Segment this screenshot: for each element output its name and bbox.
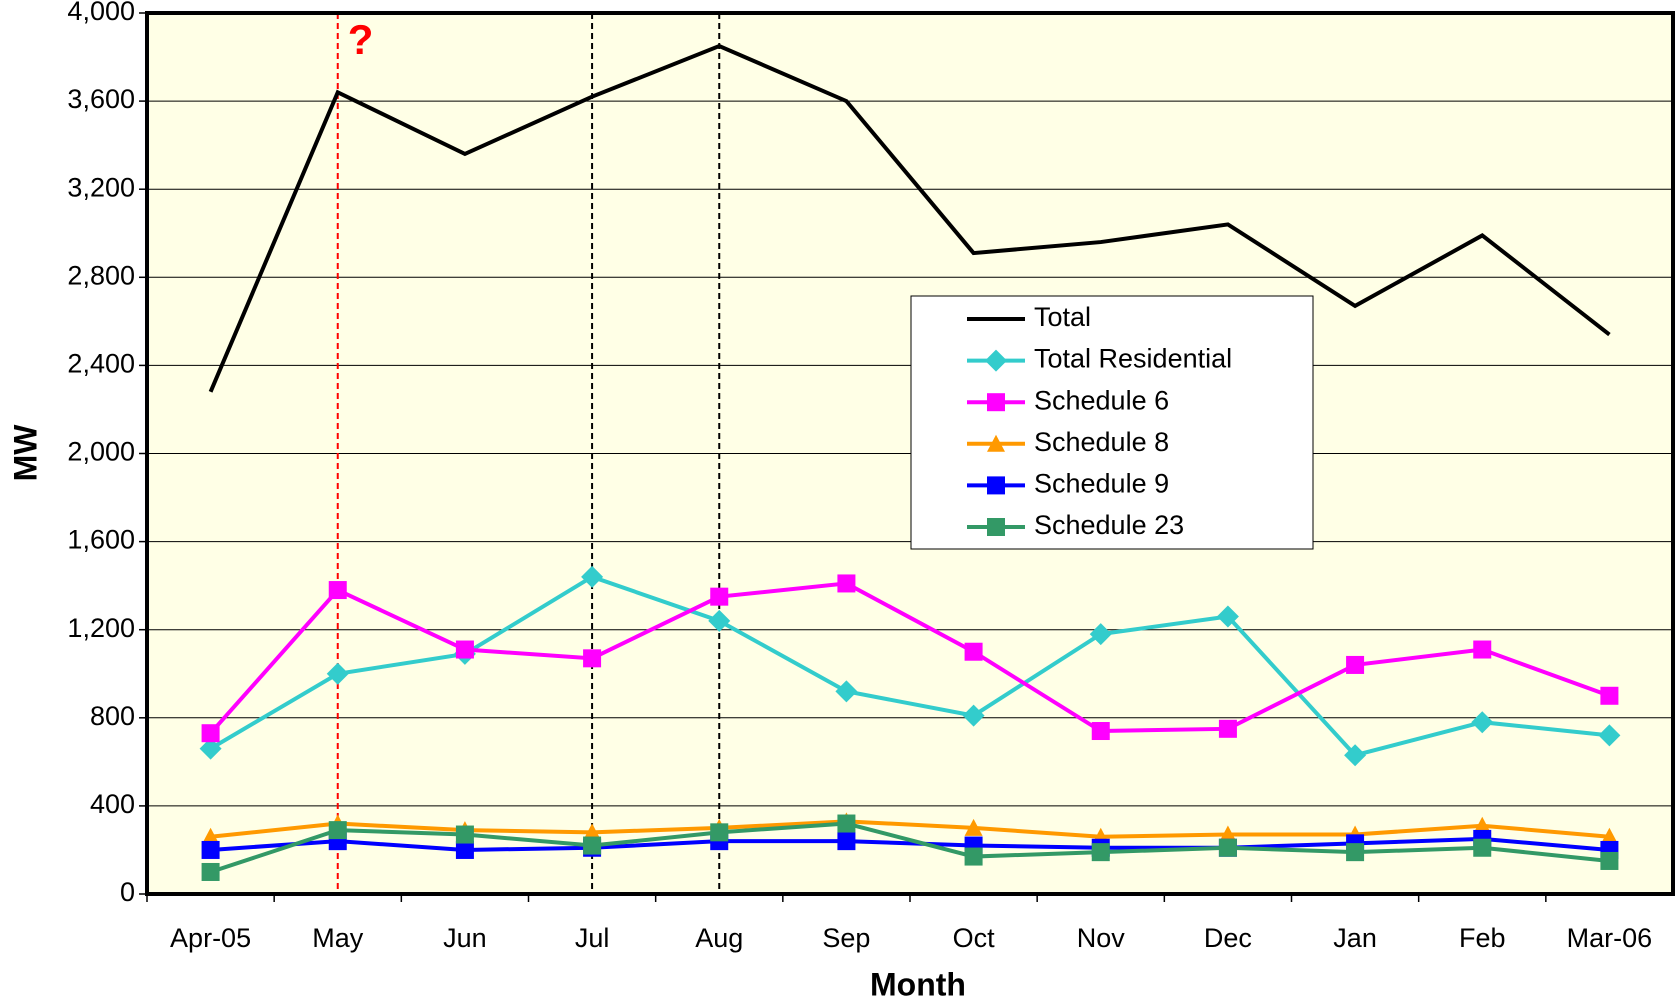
- data-point: [1473, 816, 1492, 834]
- data-point: [199, 737, 222, 760]
- x-tick-label: Jan: [1333, 923, 1377, 953]
- x-axis-label: Month: [870, 966, 966, 1002]
- data-point: [708, 609, 731, 632]
- data-point: [710, 823, 729, 842]
- y-tick-label: 0: [120, 877, 135, 907]
- series-line: [209, 581, 1611, 735]
- y-tick-label: 800: [90, 701, 135, 731]
- legend-label: Schedule 6: [1034, 385, 1169, 415]
- legend-marker: [987, 393, 1005, 412]
- data-point: [328, 821, 347, 840]
- data-point: [964, 642, 983, 661]
- data-point: [455, 840, 474, 859]
- data-point: [1346, 843, 1365, 862]
- legend-marker: [985, 349, 1007, 372]
- data-point: [583, 823, 602, 841]
- legend-label: Schedule 8: [1034, 427, 1169, 457]
- legend-label: Total Residential: [1034, 344, 1232, 374]
- x-tick-label: Jul: [575, 923, 610, 953]
- data-point: [1473, 838, 1492, 857]
- data-point: [1471, 711, 1494, 734]
- data-point: [1346, 655, 1365, 674]
- y-tick-label: 3,600: [67, 84, 135, 114]
- y-axis-label: MW: [7, 424, 43, 482]
- data-point: [1600, 686, 1619, 705]
- y-tick-label: 1,200: [67, 613, 135, 643]
- data-point: [1600, 827, 1619, 845]
- annotation: ?: [348, 16, 374, 63]
- y-tick-label: 4,000: [67, 0, 135, 26]
- y-tick-label: 3,200: [67, 172, 135, 202]
- legend-label: Schedule 23: [1034, 510, 1184, 540]
- data-point: [201, 840, 220, 859]
- data-point: [962, 704, 985, 727]
- x-tick-label: Feb: [1459, 923, 1506, 953]
- plot-border: [145, 11, 1675, 896]
- x-tick-label: Aug: [695, 923, 743, 953]
- x-tick-label: Dec: [1204, 923, 1252, 953]
- data-point: [1600, 851, 1619, 870]
- data-point: [1218, 838, 1237, 857]
- data-point: [1091, 722, 1110, 741]
- legend-marker: [987, 518, 1005, 536]
- data-point: [710, 587, 729, 606]
- data-point: [455, 825, 474, 844]
- data-point: [1473, 640, 1492, 659]
- data-point: [837, 832, 856, 851]
- legend: [910, 295, 1314, 550]
- data-point: [964, 847, 983, 866]
- data-point: [201, 724, 220, 743]
- x-tick-label: May: [312, 923, 364, 953]
- x-tick-label: Oct: [953, 923, 996, 953]
- x-tick-label: Nov: [1077, 923, 1126, 953]
- legend-label: Total: [1034, 302, 1091, 332]
- y-tick-label: 1,600: [67, 525, 135, 555]
- x-tick-label: Mar-06: [1567, 923, 1653, 953]
- data-point: [964, 818, 983, 836]
- data-point: [837, 574, 856, 593]
- x-tick-label: Jun: [443, 923, 487, 953]
- data-point: [583, 836, 602, 855]
- data-point: [1216, 605, 1239, 628]
- data-point: [837, 814, 856, 833]
- data-point: [1218, 719, 1237, 738]
- series-line: [210, 819, 1610, 839]
- y-tick-label: 2,000: [67, 437, 135, 467]
- y-tick-label: 2,400: [67, 349, 135, 379]
- data-point: [201, 862, 220, 881]
- data-point: [1218, 825, 1237, 843]
- x-tick-label: Apr-05: [170, 923, 251, 953]
- data-point: [326, 662, 349, 685]
- x-tick-label: Sep: [822, 923, 870, 953]
- data-point: [583, 649, 602, 668]
- data-point: [1344, 744, 1367, 767]
- data-point: [835, 680, 858, 703]
- legend-marker: [987, 434, 1005, 452]
- legend-marker: [987, 476, 1005, 495]
- data-point: [455, 640, 474, 659]
- legend-label: Schedule 9: [1034, 469, 1169, 499]
- y-tick-label: 2,800: [67, 260, 135, 290]
- series-line: [209, 821, 1610, 874]
- y-tick-label: 400: [90, 789, 135, 819]
- series-line: [210, 836, 1610, 852]
- series-line: [209, 574, 1610, 758]
- data-point: [581, 565, 604, 588]
- data-point: [1091, 843, 1110, 862]
- series-line: [208, 43, 1611, 393]
- data-point: [201, 827, 220, 845]
- data-point: [1089, 623, 1112, 646]
- data-point: [1598, 724, 1621, 747]
- data-point: [328, 581, 347, 600]
